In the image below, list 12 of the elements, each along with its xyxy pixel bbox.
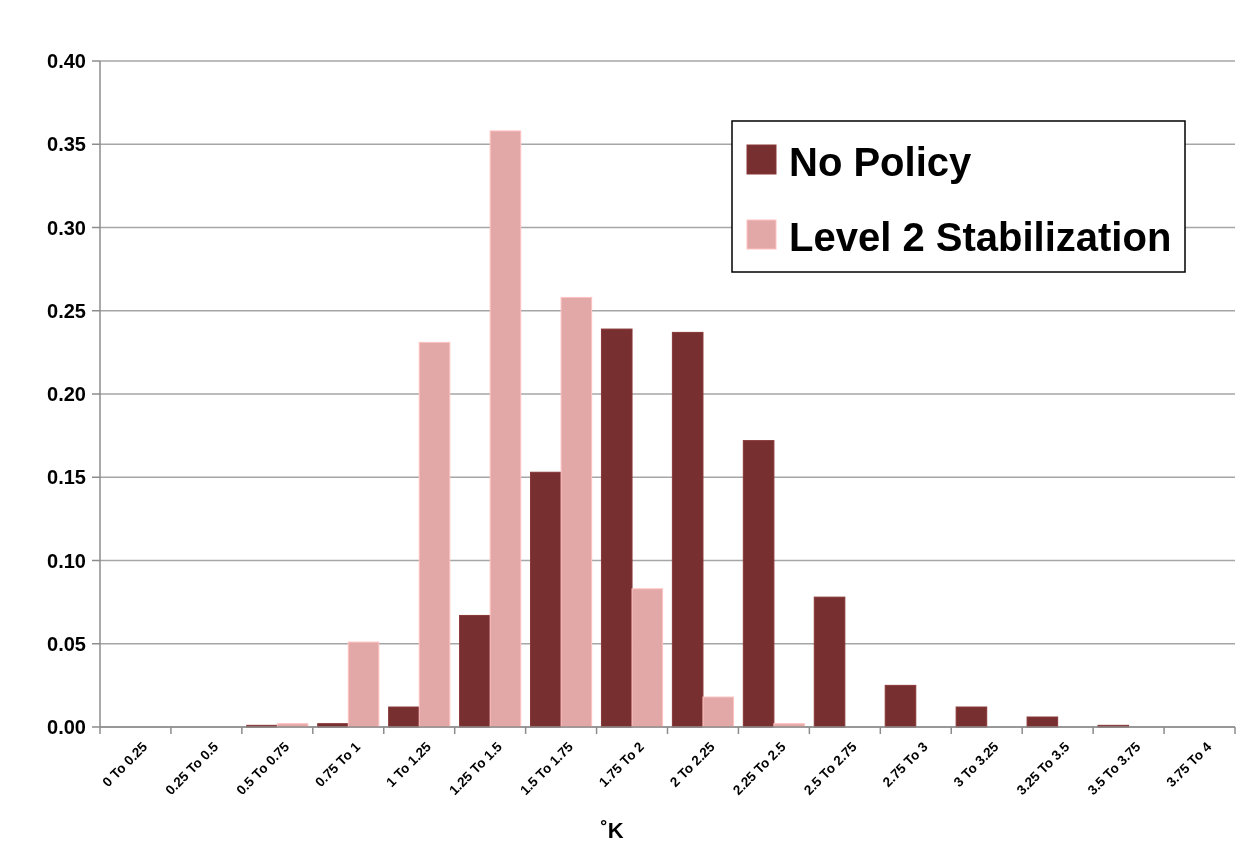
legend-label: Level 2 Stabilization — [789, 215, 1172, 259]
y-tick-label: 0.00 — [47, 716, 86, 738]
y-tick-label: 0.05 — [47, 632, 86, 655]
x-axis-title: ˚K — [600, 818, 624, 843]
y-tick-label: 0.20 — [47, 383, 86, 405]
y-tick-label: 0.10 — [47, 549, 86, 572]
y-tick-label: 0.40 — [47, 50, 86, 72]
y-tick-label: 0.30 — [47, 216, 86, 239]
y-tick-label: 0.15 — [47, 466, 86, 489]
y-tick-label: 0.35 — [47, 133, 86, 156]
legend-label: No Policy — [789, 140, 973, 184]
y-tick-label: 0.25 — [47, 299, 86, 322]
